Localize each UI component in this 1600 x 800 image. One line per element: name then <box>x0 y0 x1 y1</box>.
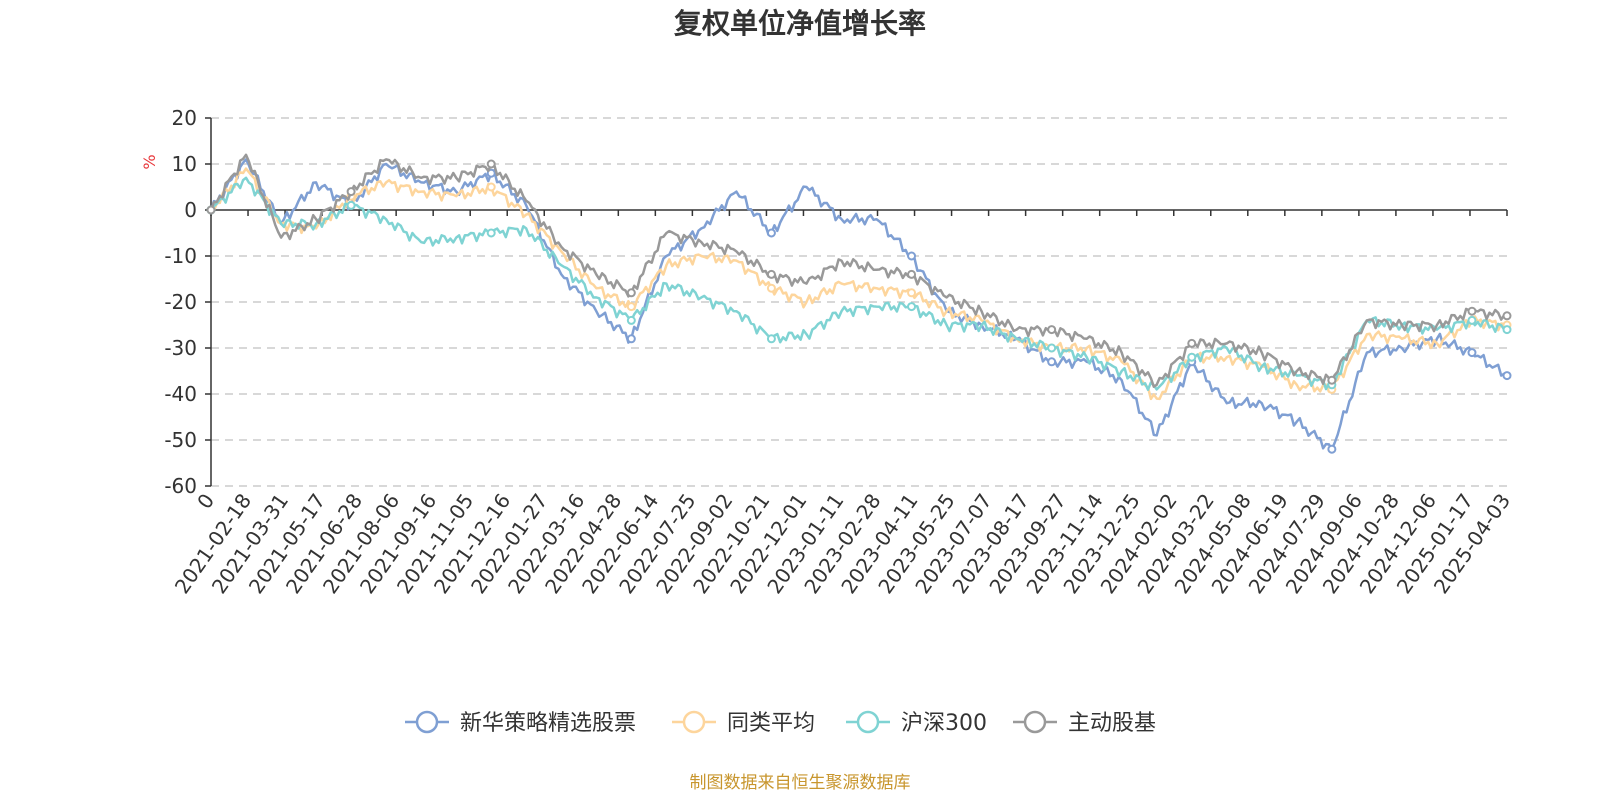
series-line <box>209 158 1508 451</box>
data-point <box>1187 352 1197 362</box>
series-group <box>206 153 1512 454</box>
y-axis-unit: % <box>140 154 159 169</box>
data-point <box>1047 325 1057 335</box>
y-tick-label: -60 <box>164 474 197 498</box>
y-tick-labels: 20 10 0 -10 -20 -30 -40 -50 -60 <box>164 106 211 498</box>
data-point <box>907 288 917 298</box>
legend-item[interactable]: 新华策略精选股票 <box>405 710 636 736</box>
legend-item[interactable]: 沪深300 <box>846 710 987 736</box>
data-point <box>1047 357 1057 367</box>
data-point <box>1327 375 1337 385</box>
y-tick-label: 0 <box>184 198 197 222</box>
data-point <box>626 288 636 298</box>
data-point <box>1467 306 1477 316</box>
legend-swatch-circle-icon <box>682 710 706 734</box>
y-tick-label: 10 <box>172 152 197 176</box>
data-point <box>626 334 636 344</box>
data-point <box>626 302 636 312</box>
legend-swatch-circle-icon <box>415 710 439 734</box>
data-point <box>1187 338 1197 348</box>
data-point <box>907 251 917 261</box>
y-tick-label: -10 <box>164 244 197 268</box>
y-tick-label: -40 <box>164 382 197 406</box>
data-point <box>907 302 917 312</box>
source-note: 制图数据来自恒生聚源数据库 <box>690 773 911 793</box>
legend-label: 新华策略精选股票 <box>460 711 636 736</box>
data-point <box>1502 311 1512 321</box>
data-point <box>486 228 496 238</box>
data-point <box>766 269 776 279</box>
y-tick-label: -50 <box>164 428 197 452</box>
legend-label: 主动股基 <box>1068 711 1156 736</box>
chart-title: 复权单位净值增长率 <box>674 7 926 40</box>
grid-lines <box>211 117 1507 487</box>
data-point <box>346 200 356 210</box>
data-point <box>766 228 776 238</box>
data-point <box>766 334 776 344</box>
data-point <box>486 182 496 192</box>
x-tick-labels: 02021-02-182021-03-312021-05-172021-06-2… <box>170 210 1515 598</box>
data-point <box>206 205 216 215</box>
data-point <box>907 269 917 279</box>
legend[interactable]: 新华策略精选股票 同类平均 沪深300 主动股基 <box>405 710 1156 736</box>
y-tick-label: 20 <box>172 106 197 130</box>
x-tick-label: 0 <box>192 489 219 513</box>
data-point <box>626 315 636 325</box>
legend-item[interactable]: 主动股基 <box>1013 710 1156 736</box>
data-point <box>1467 348 1477 358</box>
data-point <box>1502 371 1512 381</box>
data-point <box>486 168 496 178</box>
series-line <box>210 167 1508 401</box>
data-point <box>1047 343 1057 353</box>
legend-swatch-circle-icon <box>856 710 880 734</box>
data-point <box>766 283 776 293</box>
data-point <box>1502 325 1512 335</box>
data-point <box>1467 315 1477 325</box>
legend-item[interactable]: 同类平均 <box>672 710 815 736</box>
legend-label: 同类平均 <box>727 711 815 736</box>
data-point <box>486 159 496 169</box>
data-point <box>346 187 356 197</box>
legend-label: 沪深300 <box>901 711 987 736</box>
y-tick-label: -20 <box>164 290 197 314</box>
data-point <box>1327 444 1337 454</box>
series-line <box>209 153 1508 388</box>
legend-swatch-circle-icon <box>1023 710 1047 734</box>
y-tick-label: -30 <box>164 336 197 360</box>
